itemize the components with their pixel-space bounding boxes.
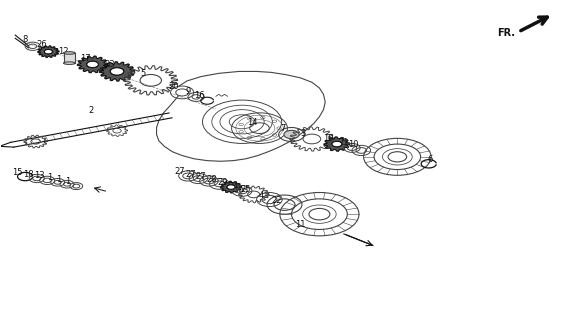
Circle shape [284, 130, 299, 139]
Text: 9: 9 [185, 87, 191, 96]
Text: 6: 6 [427, 155, 433, 164]
Text: 27: 27 [185, 170, 196, 179]
Text: 4: 4 [259, 190, 264, 200]
Circle shape [227, 185, 235, 189]
Text: 26: 26 [36, 40, 47, 49]
Text: 2: 2 [88, 107, 93, 116]
Text: 13: 13 [34, 172, 44, 180]
Ellipse shape [64, 62, 75, 64]
Text: 1: 1 [65, 177, 71, 186]
Text: 15: 15 [12, 168, 22, 177]
Text: 7: 7 [280, 124, 286, 133]
Polygon shape [78, 56, 108, 73]
Bar [64, 53, 75, 63]
Circle shape [44, 50, 52, 54]
Text: 21: 21 [339, 138, 349, 147]
Text: 25: 25 [240, 186, 251, 195]
Text: 18: 18 [23, 170, 34, 179]
Text: 12: 12 [58, 47, 69, 56]
Text: 17: 17 [80, 53, 91, 62]
Text: 22: 22 [271, 196, 282, 205]
Text: 1: 1 [56, 175, 61, 184]
Text: 14: 14 [247, 118, 257, 127]
Text: 28: 28 [206, 175, 216, 184]
Text: 23: 23 [105, 60, 115, 69]
Text: 8: 8 [22, 35, 28, 44]
Text: 10: 10 [348, 140, 359, 149]
Text: 19: 19 [324, 134, 334, 143]
Text: 20: 20 [168, 82, 179, 91]
Text: 24: 24 [229, 182, 239, 191]
Polygon shape [324, 137, 350, 151]
Text: 27: 27 [195, 172, 206, 181]
Text: 5: 5 [141, 69, 146, 78]
Text: FR.: FR. [497, 28, 515, 37]
Polygon shape [38, 46, 59, 57]
Text: 11: 11 [296, 220, 306, 229]
Text: 27: 27 [174, 167, 185, 176]
Polygon shape [220, 181, 241, 193]
Circle shape [332, 141, 342, 147]
Text: 1: 1 [47, 173, 52, 182]
Text: 16: 16 [194, 91, 205, 100]
Ellipse shape [64, 52, 75, 54]
Circle shape [87, 61, 99, 68]
Polygon shape [100, 62, 135, 81]
Text: 3: 3 [300, 129, 306, 138]
Circle shape [110, 68, 124, 75]
Text: 29: 29 [217, 178, 228, 187]
